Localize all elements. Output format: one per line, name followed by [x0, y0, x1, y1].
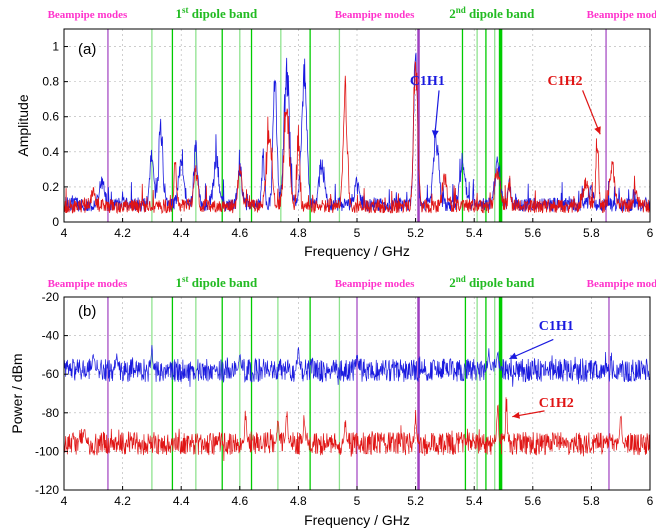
y-tick-label: -100	[35, 444, 59, 458]
y-tick-label: -40	[42, 329, 60, 343]
band-labels: Beampipe modes 1st dipole band Beampipe mo…	[48, 5, 656, 21]
x-tick-label: 4.6	[231, 226, 248, 240]
annotation-arrow	[509, 338, 554, 360]
x-tick-label: 5.8	[583, 494, 600, 508]
beampipe-modes-label: Beampipe modes	[587, 9, 656, 21]
annotation-c1h1: C1H1	[410, 74, 445, 89]
y-tick-label: 0.4	[42, 145, 59, 159]
x-tick-label: 4.4	[173, 226, 190, 240]
annotation-c1h2: C1H2	[539, 396, 574, 411]
y-tick-labels: 0 0.2 0.4 0.6 0.8 1	[42, 40, 68, 229]
beampipe-modes-label: Beampipe modes	[48, 278, 128, 290]
y-tick-label: 0.2	[42, 180, 59, 194]
x-tick-labels: 4 4.2 4.4 4.6 4.8 5 5.2 5.4 5.6 5.8 6	[61, 218, 654, 240]
beampipe-modes-label: Beampipe modes	[335, 9, 415, 21]
y-tick-label: -120	[35, 483, 59, 497]
mode-lines	[107, 29, 607, 222]
series-lines	[64, 52, 650, 215]
x-tick-label: 5.6	[524, 226, 541, 240]
x-tick-label: 6	[647, 494, 654, 508]
annotation-arrow	[582, 90, 601, 135]
series-annotations: C1H1 C1H2	[509, 319, 574, 419]
x-tick-label: 4.8	[290, 494, 307, 508]
series-line-c1h2	[64, 397, 650, 462]
y-tick-label: 1	[52, 40, 59, 54]
x-tick-label: 4.6	[231, 494, 248, 508]
x-axis-label: Frequency / GHz	[304, 512, 410, 528]
panel-label: (b)	[78, 303, 96, 320]
dipole-band-label: 1st dipole band	[176, 274, 258, 290]
x-tick-label: 5	[354, 494, 361, 508]
beampipe-modes-label: Beampipe modes	[587, 278, 656, 290]
series-line-c1h2	[64, 61, 650, 215]
y-tick-labels: -20 -40 -60 -80 -100 -120	[35, 290, 68, 497]
dipole-band-label: 2nd dipole band	[449, 274, 535, 290]
y-axis-label: Power / dBm	[9, 353, 25, 433]
beampipe-modes-label: Beampipe modes	[48, 9, 128, 21]
x-tick-labels: 4 4.2 4.4 4.6 4.8 5 5.2 5.4 5.6 5.8 6	[61, 486, 654, 508]
dipole-band-label: 2nd dipole band	[449, 5, 535, 21]
mode-lines	[107, 297, 610, 490]
x-tick-label: 5.8	[583, 226, 600, 240]
series-annotations: C1H1 C1H2	[410, 74, 601, 138]
arrow-head-icon	[431, 130, 439, 138]
x-tick-label: 4.4	[173, 494, 190, 508]
y-axis-label: Amplitude	[15, 94, 31, 156]
x-tick-label: 4.8	[290, 226, 307, 240]
arrow-head-icon	[594, 126, 601, 135]
power-panel: Beampipe modes 1st dipole band Beampipe mo…	[9, 274, 656, 528]
annotation-arrow	[434, 90, 440, 138]
beampipe-modes-label: Beampipe modes	[335, 278, 415, 290]
y-tick-label: -20	[42, 290, 60, 304]
arrow-head-icon	[509, 352, 518, 360]
y-tick-label: 0.8	[42, 75, 59, 89]
x-axis-label: Frequency / GHz	[304, 243, 410, 259]
x-tick-label: 5.4	[466, 226, 483, 240]
x-tick-label: 5.2	[407, 494, 424, 508]
x-tick-label: 6	[647, 226, 654, 240]
x-tick-label: 5.4	[466, 494, 483, 508]
x-tick-label: 5	[354, 226, 361, 240]
y-tick-label: 0	[52, 215, 59, 229]
annotation-c1h2: C1H2	[548, 74, 583, 89]
x-tick-label: 5.6	[524, 494, 541, 508]
arrow-head-icon	[512, 411, 520, 419]
x-tick-label: 4	[61, 494, 68, 508]
series-lines	[64, 345, 650, 462]
x-tick-label: 5.2	[407, 226, 424, 240]
x-tick-label: 4.2	[114, 226, 131, 240]
band-labels: Beampipe modes 1st dipole band Beampipe mo…	[48, 274, 656, 290]
amplitude-panel: Beampipe modes 1st dipole band Beampipe mo…	[15, 5, 656, 259]
y-tick-label: 0.6	[42, 110, 59, 124]
y-tick-label: -60	[42, 367, 60, 381]
annotation-c1h1: C1H1	[539, 319, 574, 334]
x-tick-label: 4	[61, 226, 68, 240]
x-tick-label: 4.2	[114, 494, 131, 508]
series-line-c1h1	[64, 345, 650, 387]
y-tick-label: -80	[42, 406, 60, 420]
panel-label: (a)	[78, 41, 96, 58]
dipole-band-label: 1st dipole band	[176, 5, 258, 21]
